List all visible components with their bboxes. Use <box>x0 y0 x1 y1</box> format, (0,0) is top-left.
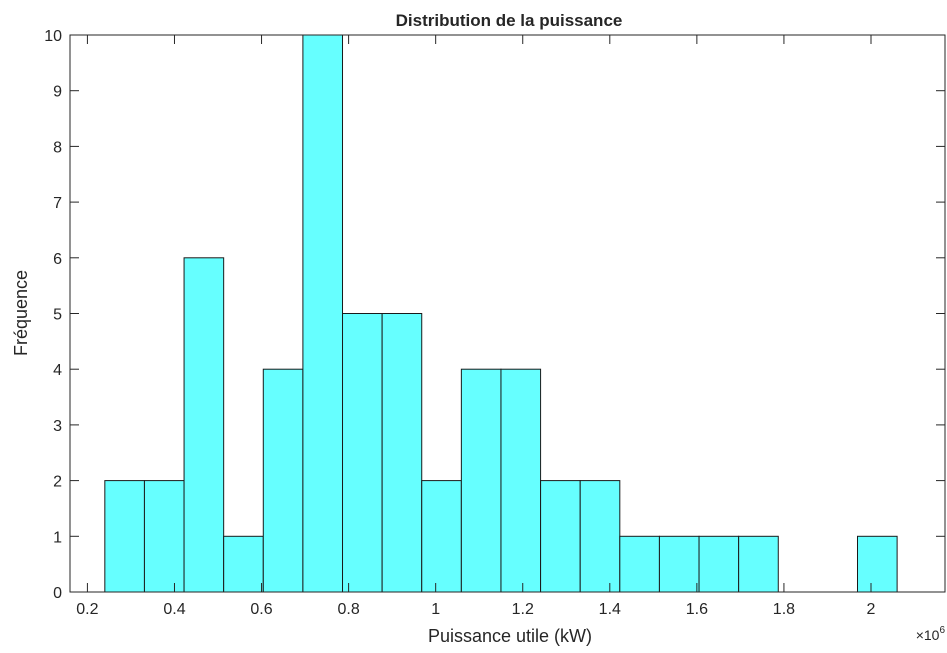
y-tick-label: 7 <box>53 195 62 212</box>
y-axis-label: Fréquence <box>11 270 31 356</box>
x-axis-exponent-power: 6 <box>939 625 945 636</box>
plot-frame <box>69 34 946 593</box>
x-tick-label: 0.8 <box>337 601 359 618</box>
y-tick-label: 8 <box>53 139 62 156</box>
histogram-bar <box>262 368 304 593</box>
histogram-bar <box>183 257 225 593</box>
histogram-bar <box>540 480 581 593</box>
y-tick-label: 0 <box>53 585 62 602</box>
x-axis-exponent: ×106 <box>916 625 946 643</box>
x-tick-label: 1.8 <box>773 601 795 618</box>
histogram-bar <box>223 535 264 593</box>
chart-title: Distribution de la puissance <box>396 11 623 30</box>
y-tick-label: 2 <box>53 474 62 491</box>
x-tick-label: 0.6 <box>250 601 272 618</box>
histogram-bar <box>738 535 779 593</box>
y-tick-label: 1 <box>53 529 62 546</box>
y-tick-label: 6 <box>53 251 62 268</box>
x-tick-label: 1.6 <box>686 601 708 618</box>
histogram-bar <box>460 368 502 593</box>
y-tick-label: 9 <box>53 84 62 101</box>
histogram-bar <box>302 34 344 593</box>
histogram-bar <box>500 368 542 593</box>
x-tick-label: 1.2 <box>512 601 534 618</box>
y-tick-label: 5 <box>53 307 62 324</box>
ticks-layer <box>70 34 945 593</box>
histogram-bar <box>421 480 462 593</box>
histogram-bar <box>579 480 621 593</box>
histogram-bar <box>342 313 383 593</box>
histogram-bar <box>658 535 700 593</box>
histogram-bar <box>381 313 423 593</box>
x-axis-label: Puissance utile (kW) <box>428 626 592 646</box>
y-tick-label: 3 <box>53 418 62 435</box>
x-axis-exponent-base: ×10 <box>916 627 940 643</box>
histogram-bar <box>857 535 898 593</box>
bars-layer <box>104 34 898 593</box>
x-tick-label: 1.4 <box>599 601 621 618</box>
y-tick-labels: 0 1 2 3 4 5 6 7 8 9 10 <box>44 28 62 602</box>
x-tick-label: 2 <box>867 601 876 618</box>
histogram-bar <box>143 480 185 593</box>
histogram-bar <box>619 535 660 593</box>
histogram-bar <box>104 480 145 593</box>
y-tick-label: 4 <box>53 362 62 379</box>
y-tick-label: 10 <box>44 28 62 45</box>
x-tick-labels: 0.2 0.4 0.6 0.8 1 1.2 1.4 1.6 1.8 2 <box>76 601 875 618</box>
x-tick-label: 1 <box>431 601 440 618</box>
x-tick-label: 0.4 <box>163 601 185 618</box>
x-tick-label: 0.2 <box>76 601 98 618</box>
histogram-bar <box>698 535 740 593</box>
